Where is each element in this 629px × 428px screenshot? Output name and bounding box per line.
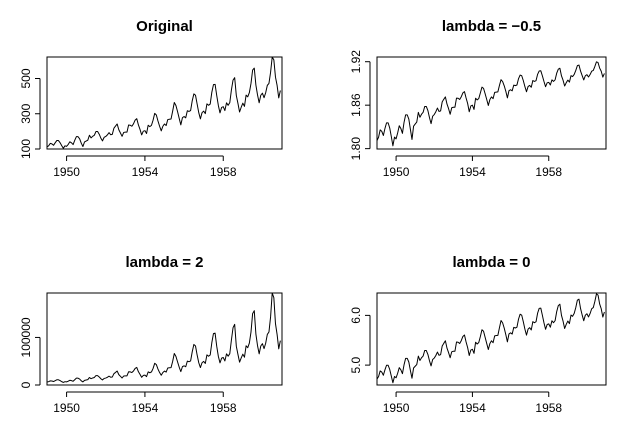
y-tick-label: 100000 xyxy=(19,317,33,357)
panel-lambda-neg-half: lambda = −0.5 1950 1954 1958 1.80 1.86 1.92 xyxy=(349,18,607,179)
x-tick-label: 1954 xyxy=(459,165,486,179)
chart-title: lambda = 2 xyxy=(126,254,204,271)
x-tick-label: 1950 xyxy=(383,165,410,179)
chart-title: Original xyxy=(136,18,193,35)
y-tick-label: 1.80 xyxy=(349,137,363,161)
x-tick-label: 1954 xyxy=(132,401,159,415)
x-tick-label: 1950 xyxy=(53,165,80,179)
x-tick-label: 1958 xyxy=(535,165,562,179)
x-tick-label: 1954 xyxy=(459,401,486,415)
plot-frame xyxy=(376,56,607,150)
y-tick-label: 1.86 xyxy=(349,93,363,117)
plot-frame xyxy=(46,56,283,150)
y-tick-label: 5.0 xyxy=(349,356,363,373)
x-tick-label: 1958 xyxy=(210,401,237,415)
series-line xyxy=(376,61,605,147)
y-tick-label: 100 xyxy=(19,139,33,159)
plot-frame xyxy=(46,292,283,386)
panel-original: Original 1950 1954 1958 100 300 500 xyxy=(19,18,283,179)
series-line xyxy=(376,293,605,384)
chart-title: lambda = −0.5 xyxy=(442,18,541,35)
y-tick-label: 1.92 xyxy=(349,50,363,74)
y-tick-label: 300 xyxy=(19,103,33,123)
series-line xyxy=(46,56,281,149)
plot-frame xyxy=(376,292,607,386)
x-tick-label: 1958 xyxy=(210,165,237,179)
panel-lambda-0: lambda = 0 1950 1954 1958 5.0 6.0 xyxy=(349,254,607,415)
y-tick-label: 0 xyxy=(19,381,33,388)
x-tick-label: 1954 xyxy=(132,165,159,179)
x-tick-label: 1958 xyxy=(535,401,562,415)
panel-lambda-2: lambda = 2 1950 1954 1958 0 100000 xyxy=(19,254,283,415)
x-tick-label: 1950 xyxy=(383,401,410,415)
chart-title: lambda = 0 xyxy=(453,254,531,271)
y-tick-label: 6.0 xyxy=(349,307,363,324)
y-tick-label: 500 xyxy=(19,68,33,88)
series-line xyxy=(46,292,281,383)
x-tick-label: 1950 xyxy=(53,401,80,415)
